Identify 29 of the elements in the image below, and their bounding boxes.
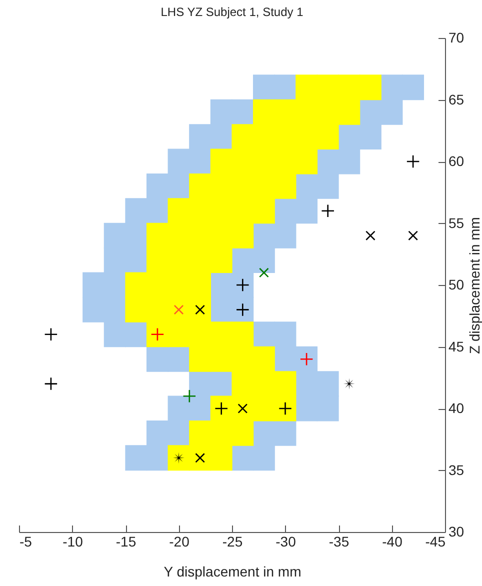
y-tick-label: 45 (448, 338, 464, 354)
x-tick-label: -15 (116, 534, 136, 550)
x-tick-label: -20 (169, 534, 190, 550)
x-tick-label: -45 (425, 534, 446, 550)
point (408, 230, 418, 241)
x-tick-label: -25 (222, 534, 243, 550)
y-tick-label: 35 (448, 462, 464, 478)
y-tick-label: 65 (448, 91, 464, 108)
y-tick-label: 55 (448, 214, 464, 231)
point (44, 377, 58, 391)
point (44, 328, 58, 342)
y-tick-label: 30 (448, 524, 464, 540)
point (259, 268, 269, 278)
y-tick-label: 50 (448, 276, 464, 292)
x-axis-title: Y displacement in mm (164, 564, 302, 580)
y-tick-label: 40 (448, 400, 464, 416)
x-tick-label: -40 (382, 534, 403, 550)
y-tick-label: 60 (448, 153, 464, 169)
point (366, 230, 376, 241)
point (406, 154, 420, 168)
x-tick-label: -30 (276, 534, 296, 550)
point (182, 389, 196, 403)
x-tick-label: -10 (62, 534, 84, 550)
x-tick-label: -35 (328, 534, 350, 550)
chart-title: LHS YZ Subject 1, Study 1 (160, 5, 304, 19)
y-tick-label: 70 (448, 30, 464, 46)
point (321, 204, 335, 218)
point (343, 378, 355, 390)
x-tick-label: -5 (20, 534, 32, 550)
